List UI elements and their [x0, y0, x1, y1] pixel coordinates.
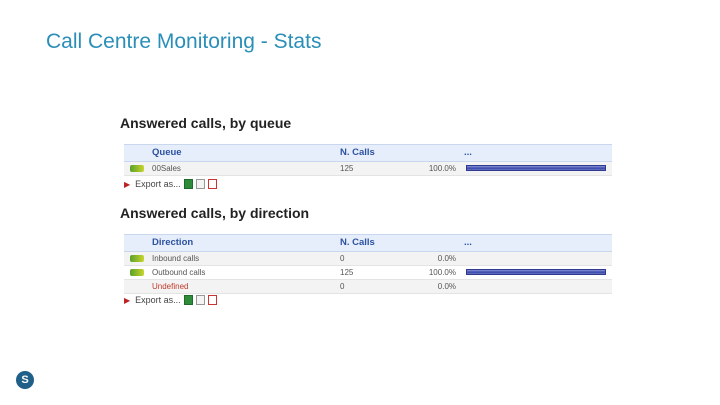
row-icon-cell	[124, 280, 148, 293]
call-count: 0	[340, 282, 345, 291]
export-as-link[interactable]: Export as...	[135, 295, 181, 305]
triangle-right-icon: ▶	[124, 179, 131, 189]
queue-section-title: Answered calls, by queue	[120, 115, 292, 131]
arrow-right-icon[interactable]	[124, 266, 148, 279]
percent-bar	[460, 252, 612, 265]
csv-icon[interactable]	[195, 179, 205, 189]
direction-name: Undefined	[152, 282, 189, 291]
triangle-right-icon: ▶	[124, 295, 131, 305]
calls-header[interactable]: N. Calls	[340, 147, 375, 158]
header-icon-cell	[124, 145, 148, 161]
csv-icon[interactable]	[195, 295, 205, 305]
bar-header: ...	[464, 237, 472, 248]
call-percent: 0.0%	[437, 254, 456, 263]
pdf-icon[interactable]	[207, 295, 217, 305]
table-row: 00Sales 125 100.0%	[124, 162, 612, 176]
direction-name: Inbound calls	[152, 254, 200, 263]
percent-bar	[460, 280, 612, 293]
call-count: 125	[340, 268, 354, 277]
export-as-link[interactable]: Export as...	[135, 179, 181, 189]
percent-bar	[460, 162, 612, 175]
table-row: Inbound calls 0 0.0%	[124, 252, 612, 266]
direction-section-title: Answered calls, by direction	[120, 205, 310, 221]
bar-header: ...	[464, 147, 472, 158]
direction-table-header: Direction N. Calls ...	[124, 234, 612, 252]
call-count: 0	[340, 254, 345, 263]
percent-bar	[460, 266, 612, 279]
arrow-right-icon[interactable]	[124, 252, 148, 265]
queue-name: 00Sales	[152, 164, 181, 173]
pdf-icon[interactable]	[207, 179, 217, 189]
queue-export: ▶ Export as...	[124, 179, 217, 189]
calls-header[interactable]: N. Calls	[340, 237, 375, 248]
call-percent: 0.0%	[437, 282, 456, 291]
arrow-right-icon[interactable]	[124, 162, 148, 175]
percent-bar-fill	[466, 165, 606, 171]
table-row: Outbound calls 125 100.0%	[124, 266, 612, 280]
direction-export: ▶ Export as...	[124, 295, 217, 305]
direction-header[interactable]: Direction	[152, 237, 194, 248]
table-row: Undefined 0 0.0%	[124, 280, 612, 294]
company-logo-icon: S	[16, 371, 34, 389]
call-count: 125	[340, 164, 354, 173]
excel-icon[interactable]	[183, 179, 193, 189]
slide-title: Call Centre Monitoring - Stats	[46, 30, 322, 53]
call-percent: 100.0%	[428, 164, 456, 173]
queue-header[interactable]: Queue	[152, 147, 182, 158]
percent-bar-fill	[466, 269, 606, 275]
excel-icon[interactable]	[183, 295, 193, 305]
call-percent: 100.0%	[428, 268, 456, 277]
direction-name: Outbound calls	[152, 268, 206, 277]
queue-table-header: Queue N. Calls ...	[124, 144, 612, 162]
pct-header	[414, 145, 460, 161]
queue-table: Queue N. Calls ... 00Sales 125 100.0%	[124, 144, 612, 176]
header-icon-cell	[124, 235, 148, 251]
pct-header	[414, 235, 460, 251]
direction-table: Direction N. Calls ... Inbound calls 0 0…	[124, 234, 612, 294]
